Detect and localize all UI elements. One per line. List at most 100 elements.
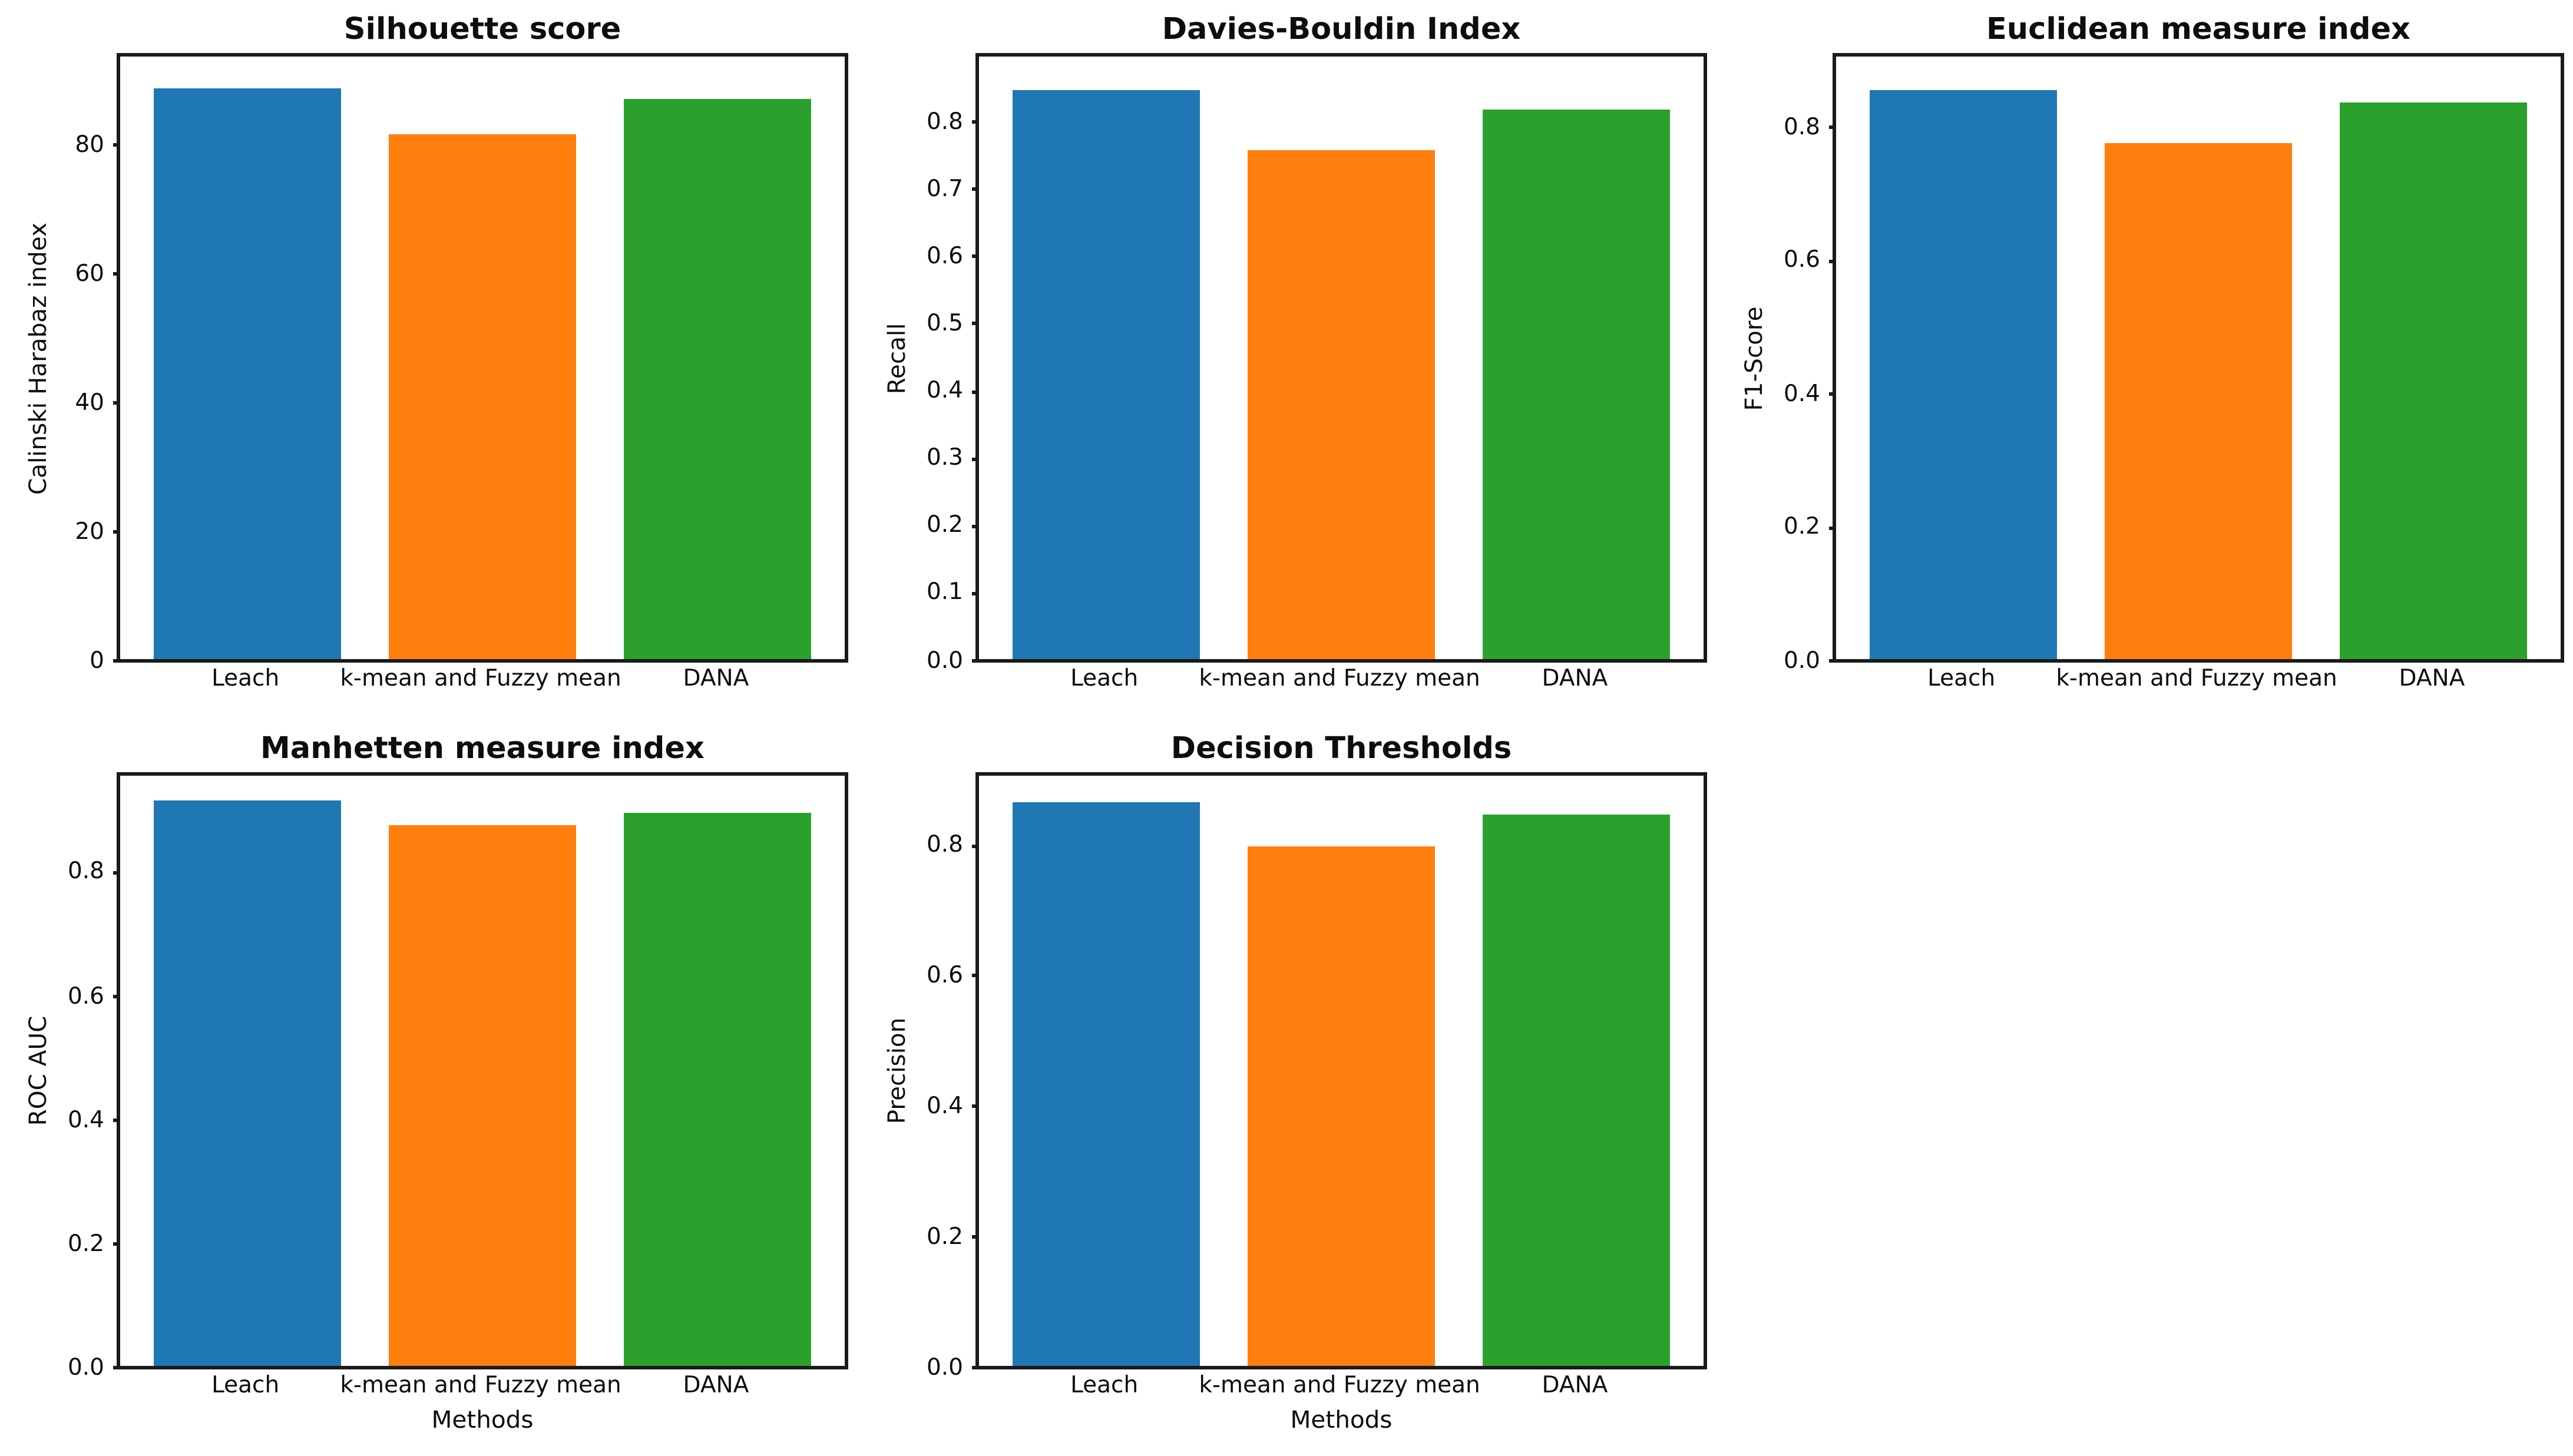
y-tick: 0.4: [927, 378, 979, 406]
y-tick-mark: [1829, 126, 1836, 130]
y-tick-label: 0.4: [926, 378, 963, 405]
y-axis-ticks: 0.0 0.1 0.2 0.3 0.4 0.5 0.6 0.7 0.8: [866, 55, 979, 674]
plot-area: [979, 57, 1704, 659]
y-tick-label: 0: [90, 647, 104, 674]
y-tick: 0: [90, 647, 120, 675]
y-tick: 0.0: [927, 1354, 979, 1382]
chart-title: Decision Thresholds: [1170, 732, 1512, 767]
y-tick-mark: [972, 1366, 979, 1369]
y-tick-mark: [972, 322, 979, 326]
chart-title: Euclidean measure index: [1986, 12, 2410, 48]
x-tick-label: DANA: [683, 666, 749, 693]
chart-title: Davies-Bouldin Index: [1162, 12, 1521, 48]
y-tick: 0.2: [68, 1230, 120, 1258]
x-tick-label: DANA: [1542, 1373, 1608, 1399]
y-tick-label: 0.4: [926, 1093, 963, 1120]
y-tick: 0.4: [68, 1106, 120, 1134]
y-tick-mark: [1829, 259, 1836, 263]
y-tick: 0.6: [68, 982, 120, 1011]
bar-leach: [1011, 90, 1200, 659]
x-tick-label: DANA: [2399, 666, 2465, 693]
subplot-euclidean-measure-index: Euclidean measure index F1-Score 0.0 0.2 0…: [1741, 12, 2564, 693]
y-tick-mark: [1829, 525, 1836, 530]
subplot-manhetten-measure-index: Manhetten measure index ROC AUC Methods …: [25, 732, 848, 1435]
y-tick-label: 0.0: [1783, 647, 1820, 674]
y-tick-mark: [113, 530, 120, 534]
bar-leach: [1868, 90, 2058, 659]
y-axis-ticks: 0.0 0.2 0.4 0.6 0.8: [866, 774, 979, 1381]
plot-area: [120, 57, 845, 659]
bar-k-mean-and-fuzzy-mean: [1247, 150, 1436, 659]
x-tick-label: k-mean and Fuzzy mean: [340, 1373, 621, 1399]
x-tick-label: k-mean and Fuzzy mean: [1199, 666, 1480, 693]
bar-dana: [1482, 815, 1671, 1366]
y-tick-label: 0.8: [1783, 114, 1820, 141]
x-tick-label: Leach: [1070, 1373, 1139, 1399]
y-tick-label: 0.4: [1783, 381, 1820, 408]
y-tick-label: 0.6: [926, 243, 963, 270]
x-tick-label: k-mean and Fuzzy mean: [1199, 1373, 1480, 1399]
y-tick: 0.8: [1784, 114, 1836, 142]
y-tick: 0.6: [927, 962, 979, 990]
y-tick-mark: [972, 389, 979, 393]
y-tick: 0.3: [927, 445, 979, 473]
plot-area: [979, 776, 1704, 1366]
y-tick-label: 0.2: [67, 1230, 104, 1258]
x-axis-label: Methods: [431, 1407, 534, 1435]
x-tick-label: Leach: [211, 666, 280, 693]
x-tick-label: k-mean and Fuzzy mean: [340, 666, 621, 693]
y-tick-label: 0.8: [67, 859, 104, 886]
x-tick-label: Leach: [1927, 666, 1996, 693]
x-axis-ticks: Leach k-mean and Fuzzy mean DANA: [1834, 659, 2559, 698]
y-axis-ticks: 0.0 0.2 0.4 0.6 0.8: [7, 774, 120, 1381]
y-axis-ticks: 0.0 0.2 0.4 0.6 0.8: [1723, 55, 1836, 674]
plot-area: [1836, 57, 2561, 659]
y-tick: 0.0: [68, 1354, 120, 1382]
y-tick: 20: [75, 518, 120, 546]
y-tick-mark: [1829, 392, 1836, 396]
y-tick: 0.0: [1784, 647, 1836, 675]
y-tick: 0.0: [927, 647, 979, 675]
bar-leach: [153, 88, 342, 659]
y-tick-mark: [1829, 659, 1836, 663]
y-tick-label: 0.2: [926, 1223, 963, 1250]
y-tick-mark: [113, 272, 120, 276]
bar-k-mean-and-fuzzy-mean: [388, 825, 577, 1366]
y-tick-mark: [972, 254, 979, 259]
y-tick-label: 0.6: [926, 962, 963, 990]
y-tick-label: 0.7: [926, 176, 963, 203]
y-tick-mark: [972, 659, 979, 663]
y-tick-label: 0.2: [926, 512, 963, 540]
y-tick-label: 0.0: [926, 1354, 963, 1381]
y-tick-mark: [972, 524, 979, 528]
x-tick-label: Leach: [211, 1373, 280, 1399]
y-tick-mark: [113, 401, 120, 405]
bar-k-mean-and-fuzzy-mean: [388, 133, 577, 659]
y-tick-mark: [972, 187, 979, 191]
y-tick-label: 0.0: [926, 647, 963, 674]
y-tick-label: 0.8: [926, 108, 963, 135]
bar-dana: [2339, 102, 2528, 659]
y-tick-mark: [972, 974, 979, 978]
y-tick-label: 60: [75, 260, 104, 287]
y-tick-mark: [113, 1242, 120, 1246]
y-tick: 0.4: [1784, 380, 1836, 409]
x-tick-label: DANA: [1542, 666, 1608, 693]
y-tick: 0.4: [927, 1093, 979, 1121]
bar-dana: [1482, 110, 1671, 659]
x-axis-ticks: Leach k-mean and Fuzzy mean DANA: [118, 1366, 843, 1405]
y-tick-label: 0.8: [926, 832, 963, 859]
y-tick-label: 0.2: [1783, 514, 1820, 541]
bar-k-mean-and-fuzzy-mean: [1247, 847, 1436, 1366]
y-tick-label: 0.1: [926, 580, 963, 607]
y-tick: 0.8: [927, 108, 979, 136]
y-tick-label: 20: [75, 518, 104, 545]
y-tick-label: 80: [75, 131, 104, 158]
x-axis-ticks: Leach k-mean and Fuzzy mean DANA: [118, 659, 843, 698]
x-tick-label: Leach: [1070, 666, 1139, 693]
y-tick-label: 40: [75, 389, 104, 416]
chart-title: Manhetten measure index: [260, 732, 705, 767]
y-tick: 40: [75, 389, 120, 417]
